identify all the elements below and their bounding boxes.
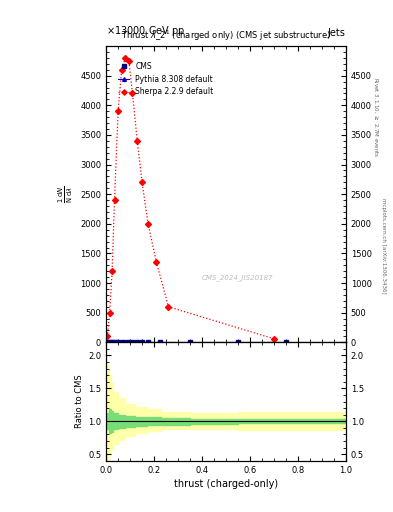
Sherpa 2.2.9 default [123, 55, 128, 61]
Y-axis label: Ratio to CMS: Ratio to CMS [75, 375, 84, 429]
Pythia 8.308 default [105, 339, 110, 346]
Line: Sherpa 2.2.9 default: Sherpa 2.2.9 default [105, 56, 276, 341]
CMS [107, 339, 112, 346]
CMS [135, 339, 140, 346]
Text: Thrust $\lambda\_2^1$ (charged only) (CMS jet substructure): Thrust $\lambda\_2^1$ (charged only) (CM… [121, 29, 331, 43]
Sherpa 2.2.9 default [154, 259, 159, 265]
Text: Rivet 3.1.10, $\geq$ 2.7M events: Rivet 3.1.10, $\geq$ 2.7M events [371, 77, 379, 158]
CMS [105, 339, 110, 346]
CMS [110, 339, 114, 346]
CMS [116, 339, 121, 346]
CMS [283, 339, 288, 346]
CMS [158, 339, 162, 346]
Sherpa 2.2.9 default [166, 304, 171, 310]
Pythia 8.308 default [135, 339, 140, 346]
Line: Pythia 8.308 default: Pythia 8.308 default [105, 340, 288, 345]
Text: CMS_2024_JIS20187: CMS_2024_JIS20187 [202, 274, 274, 281]
CMS [125, 339, 130, 346]
Sherpa 2.2.9 default [146, 221, 151, 227]
Sherpa 2.2.9 default [272, 336, 276, 342]
CMS [188, 339, 193, 346]
Sherpa 2.2.9 default [107, 310, 112, 316]
CMS [121, 339, 125, 346]
CMS [140, 339, 145, 346]
Pythia 8.308 default [140, 339, 145, 346]
Sherpa 2.2.9 default [110, 268, 114, 274]
Pythia 8.308 default [188, 339, 193, 346]
Pythia 8.308 default [130, 339, 135, 346]
CMS [146, 339, 151, 346]
Sherpa 2.2.9 default [116, 108, 121, 114]
Pythia 8.308 default [125, 339, 130, 346]
Pythia 8.308 default [146, 339, 151, 346]
Pythia 8.308 default [158, 339, 162, 346]
Pythia 8.308 default [121, 339, 125, 346]
Legend: CMS, Pythia 8.308 default, Sherpa 2.2.9 default: CMS, Pythia 8.308 default, Sherpa 2.2.9 … [115, 59, 217, 99]
Pythia 8.308 default [116, 339, 121, 346]
Y-axis label: $\frac{1}{\mathrm{N}} \frac{\mathrm{d}N}{\mathrm{d}\lambda}$: $\frac{1}{\mathrm{N}} \frac{\mathrm{d}N}… [56, 185, 75, 203]
Sherpa 2.2.9 default [135, 138, 140, 144]
Pythia 8.308 default [112, 339, 117, 346]
Sherpa 2.2.9 default [130, 91, 135, 97]
CMS [236, 339, 241, 346]
Text: $\times$13000 GeV pp: $\times$13000 GeV pp [106, 25, 185, 38]
Line: CMS: CMS [105, 340, 288, 345]
Sherpa 2.2.9 default [105, 333, 110, 339]
Sherpa 2.2.9 default [112, 197, 117, 203]
Pythia 8.308 default [236, 339, 241, 346]
Text: mcplots.cern.ch [arXiv:1306.3436]: mcplots.cern.ch [arXiv:1306.3436] [381, 198, 386, 293]
Sherpa 2.2.9 default [127, 58, 131, 64]
CMS [112, 339, 117, 346]
Text: Jets: Jets [328, 28, 346, 38]
Pythia 8.308 default [110, 339, 114, 346]
Pythia 8.308 default [283, 339, 288, 346]
Sherpa 2.2.9 default [119, 67, 124, 73]
CMS [130, 339, 135, 346]
X-axis label: thrust (charged-only): thrust (charged-only) [174, 479, 278, 489]
Pythia 8.308 default [107, 339, 112, 346]
Sherpa 2.2.9 default [140, 179, 145, 185]
